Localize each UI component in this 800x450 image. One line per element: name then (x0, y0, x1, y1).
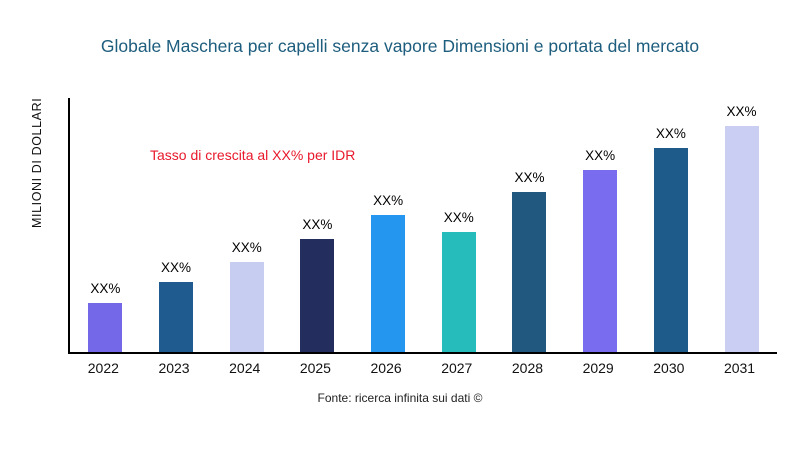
bar-group-2029: XX% (565, 98, 635, 352)
bar-2030 (653, 147, 688, 352)
bar-group-2027: XX% (424, 98, 494, 352)
source-caption: Fonte: ricerca infinita sui dati © (317, 391, 483, 405)
bar-group-2031: XX% (707, 98, 777, 352)
growth-rate-annotation: Tasso di crescita al XX% per IDR (150, 147, 356, 163)
bar-value-label-2028: XX% (514, 169, 545, 185)
bar-group-2030: XX% (636, 98, 706, 352)
x-tick-2024: 2024 (229, 360, 261, 376)
bar-group-2028: XX% (494, 98, 564, 352)
y-axis-label: MILIONI DI DOLLARI (30, 97, 44, 228)
x-tick-2023: 2023 (158, 360, 190, 376)
x-axis-ticks: 2022 2023 2024 2025 2026 2027 2028 2029 2030 2031 (68, 360, 775, 376)
bar-2028 (512, 191, 547, 352)
bar-2026 (371, 215, 406, 352)
bar-value-label-2027: XX% (443, 209, 474, 225)
bar-group-2022: XX% (70, 98, 140, 352)
x-tick-2028: 2028 (511, 360, 544, 376)
bar-value-label-2024: XX% (231, 240, 262, 256)
x-tick-2026: 2026 (370, 360, 402, 376)
bar-2023 (159, 281, 194, 352)
x-tick-2022: 2022 (87, 360, 119, 376)
x-tick-2031: 2031 (723, 360, 756, 376)
bar-2024 (229, 262, 264, 352)
chart-title: Globale Maschera per capelli senza vapor… (100, 36, 700, 56)
bars-container: XX% XX% XX% XX% XX% XX% XX% XX% XX% XX% (70, 98, 777, 352)
bar-2029 (583, 170, 618, 352)
bar-2031 (724, 126, 759, 352)
bar-value-label-2026: XX% (373, 193, 404, 209)
bar-value-label-2023: XX% (161, 259, 192, 275)
x-tick-2025: 2025 (299, 360, 331, 376)
bar-group-2024: XX% (212, 98, 282, 352)
x-tick-2030: 2030 (653, 360, 685, 376)
x-tick-2029: 2029 (582, 360, 614, 376)
bar-group-2025: XX% (282, 98, 352, 352)
x-tick-2027: 2027 (441, 360, 473, 376)
bar-value-label-2025: XX% (302, 216, 333, 232)
bar-value-label-2022: XX% (90, 281, 121, 297)
bar-2025 (300, 238, 335, 352)
bar-group-2026: XX% (353, 98, 423, 352)
bar-value-label-2031: XX% (726, 104, 757, 120)
plot-area: XX% XX% XX% XX% XX% XX% XX% XX% XX% XX% (68, 98, 777, 354)
bar-value-label-2030: XX% (655, 125, 686, 141)
bar-2027 (441, 231, 476, 352)
bar-value-label-2029: XX% (585, 148, 616, 164)
bar-group-2023: XX% (141, 98, 211, 352)
bar-2022 (88, 303, 123, 352)
